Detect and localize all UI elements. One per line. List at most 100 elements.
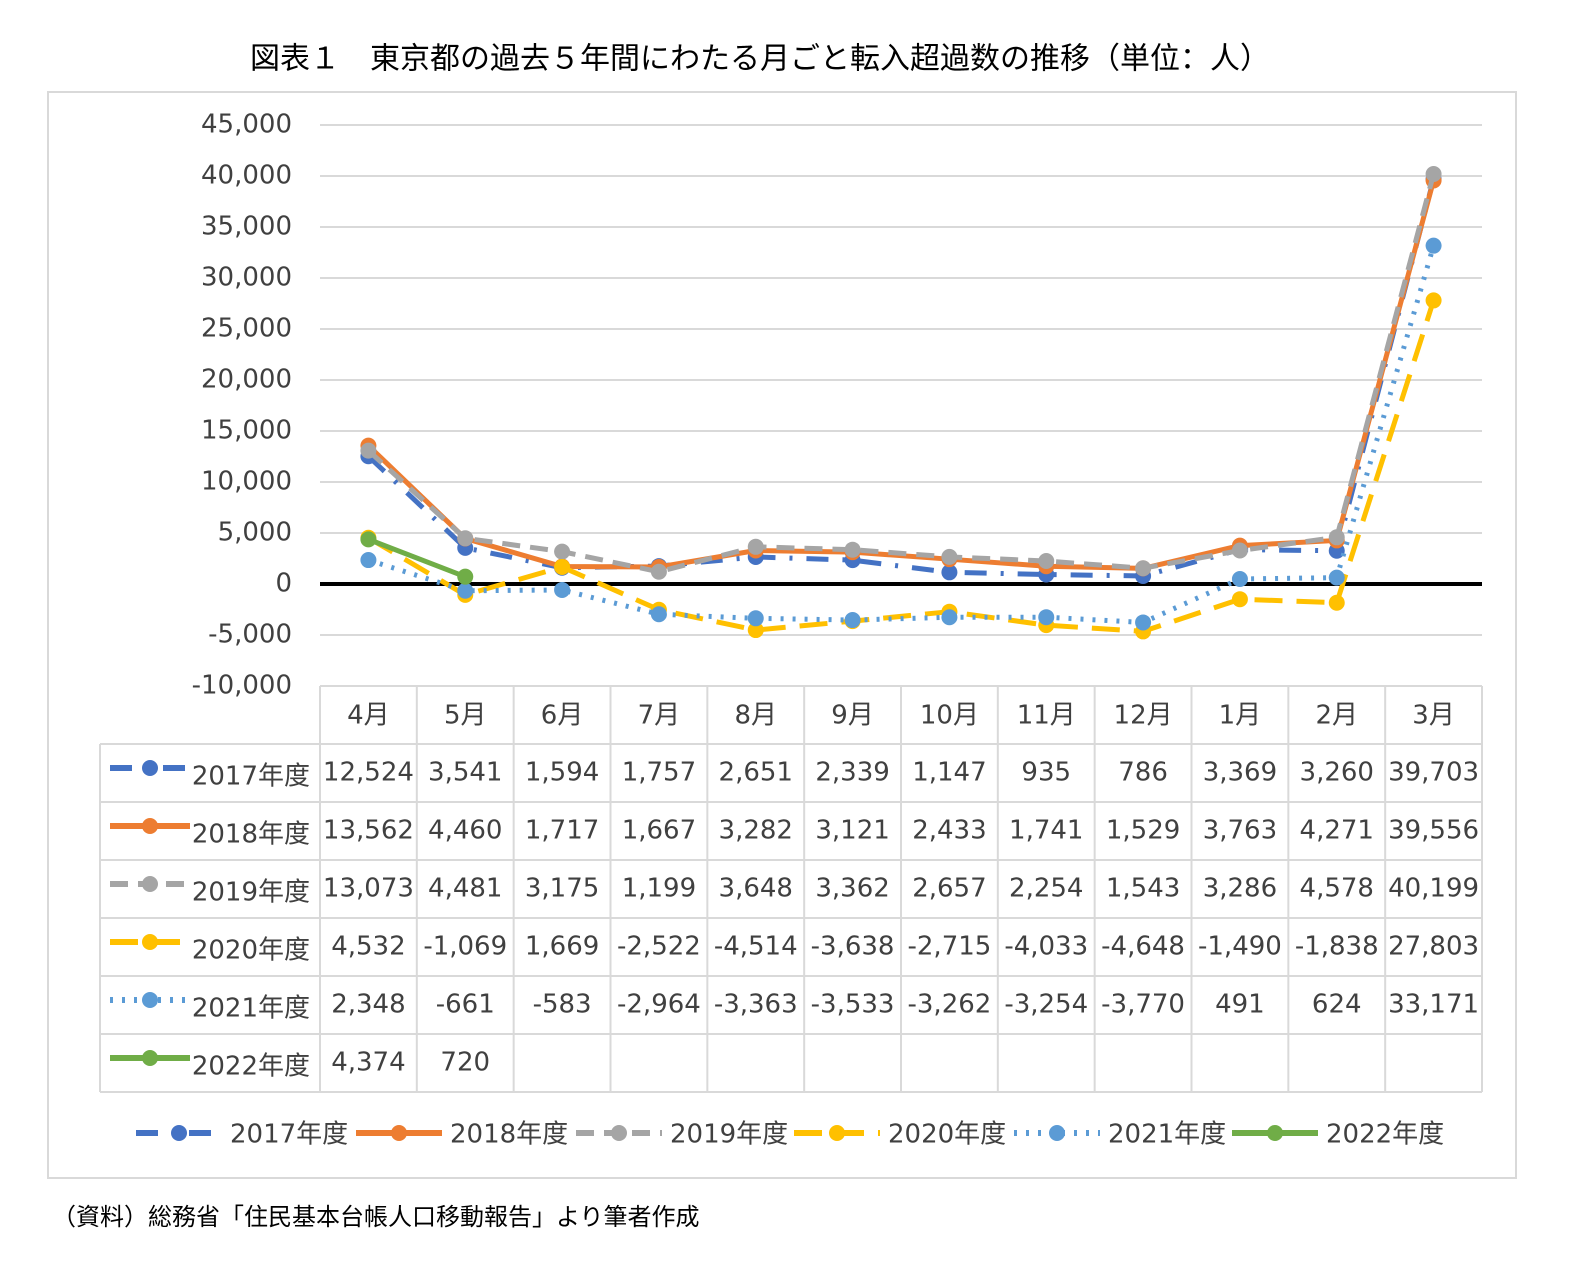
y-tick-label: -5,000 <box>208 620 292 650</box>
table-value: -3,254 <box>1004 990 1088 1020</box>
table-value: 33,171 <box>1388 990 1479 1020</box>
x-tick-label: 11月 <box>1017 701 1076 731</box>
x-tick-label: 2月 <box>1315 701 1358 731</box>
table-value: 1,147 <box>912 758 986 788</box>
table-value: 40,199 <box>1388 874 1479 904</box>
table-value: 1,741 <box>1009 816 1083 846</box>
data-point <box>1328 594 1345 611</box>
table-value: 4,578 <box>1300 874 1374 904</box>
data-point <box>747 622 764 639</box>
data-point <box>844 541 861 558</box>
table-value: 624 <box>1312 990 1362 1020</box>
table-value: 2,348 <box>331 990 405 1020</box>
table-value: -2,964 <box>617 990 701 1020</box>
table-value: 3,369 <box>1203 758 1277 788</box>
table-value: 935 <box>1021 758 1071 788</box>
table-value: -4,033 <box>1004 932 1088 962</box>
x-tick-label: 8月 <box>734 701 777 731</box>
table-value: 1,667 <box>622 816 696 846</box>
legend-marker <box>142 818 158 834</box>
table-series-name: 2020年度 <box>192 936 310 966</box>
data-point <box>360 552 377 569</box>
legend-label: 2019年度 <box>670 1120 788 1150</box>
legend-marker <box>142 1050 158 1066</box>
x-tick-label: 1月 <box>1219 701 1262 731</box>
y-tick-label: 25,000 <box>201 314 292 344</box>
table-value: 1,529 <box>1106 816 1180 846</box>
series-line <box>366 178 1436 579</box>
legend-marker <box>142 992 158 1008</box>
table-value: 4,460 <box>428 816 502 846</box>
table-value: 3,362 <box>815 874 889 904</box>
table-value: -2,715 <box>908 932 992 962</box>
x-tick-label: 7月 <box>638 701 681 731</box>
table-value: 3,541 <box>428 758 502 788</box>
table-series-name: 2017年度 <box>192 762 310 792</box>
table-value: 3,121 <box>815 816 889 846</box>
data-point <box>1425 237 1442 254</box>
table-value: -3,533 <box>811 990 895 1020</box>
table-value: -2,522 <box>617 932 701 962</box>
table-series-name: 2019年度 <box>192 878 310 908</box>
legend-marker <box>1267 1125 1283 1141</box>
table-value: -583 <box>533 990 592 1020</box>
y-tick-label: 35,000 <box>201 212 292 242</box>
table-value: 27,803 <box>1388 932 1479 962</box>
table-value: 3,282 <box>719 816 793 846</box>
table-value: 12,524 <box>323 758 414 788</box>
data-point <box>1425 292 1442 309</box>
data-point <box>650 606 667 623</box>
data-point <box>1231 591 1248 608</box>
legend-label: 2018年度 <box>450 1120 568 1150</box>
data-point <box>1328 569 1345 586</box>
table-value: 3,286 <box>1203 874 1277 904</box>
table-value: 3,763 <box>1203 816 1277 846</box>
data-point <box>747 610 764 627</box>
table-value: -4,648 <box>1101 932 1185 962</box>
series-line <box>367 244 1436 625</box>
data-point <box>844 612 861 629</box>
data-point <box>941 609 958 626</box>
data-point <box>457 530 474 547</box>
x-tick-label: 5月 <box>444 701 487 731</box>
legend-marker <box>391 1125 407 1141</box>
data-point <box>360 531 377 548</box>
series-line <box>367 537 467 579</box>
x-tick-label: 9月 <box>831 701 874 731</box>
y-tick-label: 45,000 <box>201 110 292 140</box>
y-tick-label: 10,000 <box>201 467 292 497</box>
legend-marker <box>829 1125 845 1141</box>
data-point <box>554 543 571 560</box>
table-series-name: 2021年度 <box>192 994 310 1024</box>
table-value: 2,254 <box>1009 874 1083 904</box>
table-value: -3,638 <box>811 932 895 962</box>
table-value: 3,648 <box>719 874 793 904</box>
y-tick-label: 5,000 <box>218 518 292 548</box>
table-value: -3,363 <box>714 990 798 1020</box>
table-value: -1,069 <box>423 932 507 962</box>
y-tick-label: 0 <box>275 569 292 599</box>
x-tick-label: 6月 <box>541 701 584 731</box>
data-point <box>360 442 377 459</box>
data-point <box>457 582 474 599</box>
legend-marker <box>142 934 158 950</box>
data-point <box>1425 165 1442 182</box>
table-value: 13,073 <box>323 874 414 904</box>
table-value: 720 <box>440 1048 490 1078</box>
data-point <box>554 581 571 598</box>
table-value: -661 <box>436 990 495 1020</box>
table-value: 786 <box>1118 758 1168 788</box>
legend-marker <box>1049 1125 1065 1141</box>
data-point <box>747 538 764 555</box>
data-point <box>941 548 958 565</box>
x-tick-label: 10月 <box>920 701 979 731</box>
y-tick-label: 15,000 <box>201 416 292 446</box>
y-tick-label: 40,000 <box>201 161 292 191</box>
table-value: 2,657 <box>912 874 986 904</box>
y-tick-label: 20,000 <box>201 365 292 395</box>
y-tick-label: 30,000 <box>201 263 292 293</box>
table-value: -1,838 <box>1295 932 1379 962</box>
legend-label: 2022年度 <box>1326 1120 1444 1150</box>
data-point <box>1038 609 1055 626</box>
